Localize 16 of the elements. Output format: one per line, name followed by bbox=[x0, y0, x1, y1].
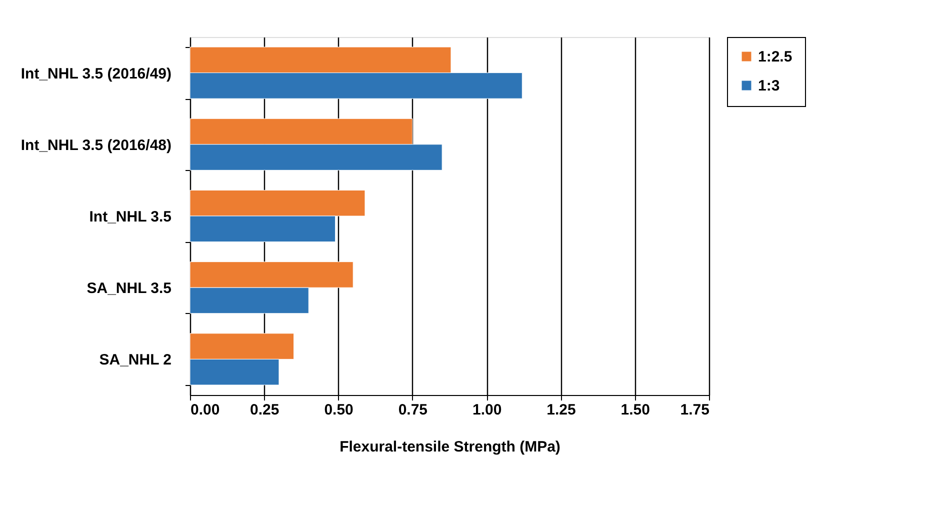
y-tick-label: Int_NHL 3.5 (2016/49) bbox=[20, 65, 172, 82]
x-tick-label: 0.75 bbox=[398, 402, 428, 418]
x-tick-label: 0.00 bbox=[190, 402, 220, 418]
y-tick-label: SA_NHL 2 bbox=[99, 352, 172, 369]
legend-label: 1:3 bbox=[758, 78, 780, 94]
legend-label: 1:2.5 bbox=[758, 48, 792, 66]
x-tick-label: 1.75 bbox=[680, 402, 710, 418]
y-tick-label: Int_NHL 3.5 (2016/48) bbox=[20, 136, 172, 154]
x-tick-label: 1.25 bbox=[546, 402, 576, 418]
x-tick-label: 1.00 bbox=[472, 402, 502, 418]
y-tick-label: Int_NHL 3.5 bbox=[89, 208, 172, 226]
x-axis-title: Flexural-tensile Strength (MPa) bbox=[340, 438, 560, 456]
x-tick-label: 0.50 bbox=[324, 402, 354, 418]
y-tick-label: SA_NHL 3.5 bbox=[86, 280, 172, 298]
x-tick-label: 1.50 bbox=[620, 402, 650, 418]
x-tick-label: 0.25 bbox=[250, 402, 280, 418]
